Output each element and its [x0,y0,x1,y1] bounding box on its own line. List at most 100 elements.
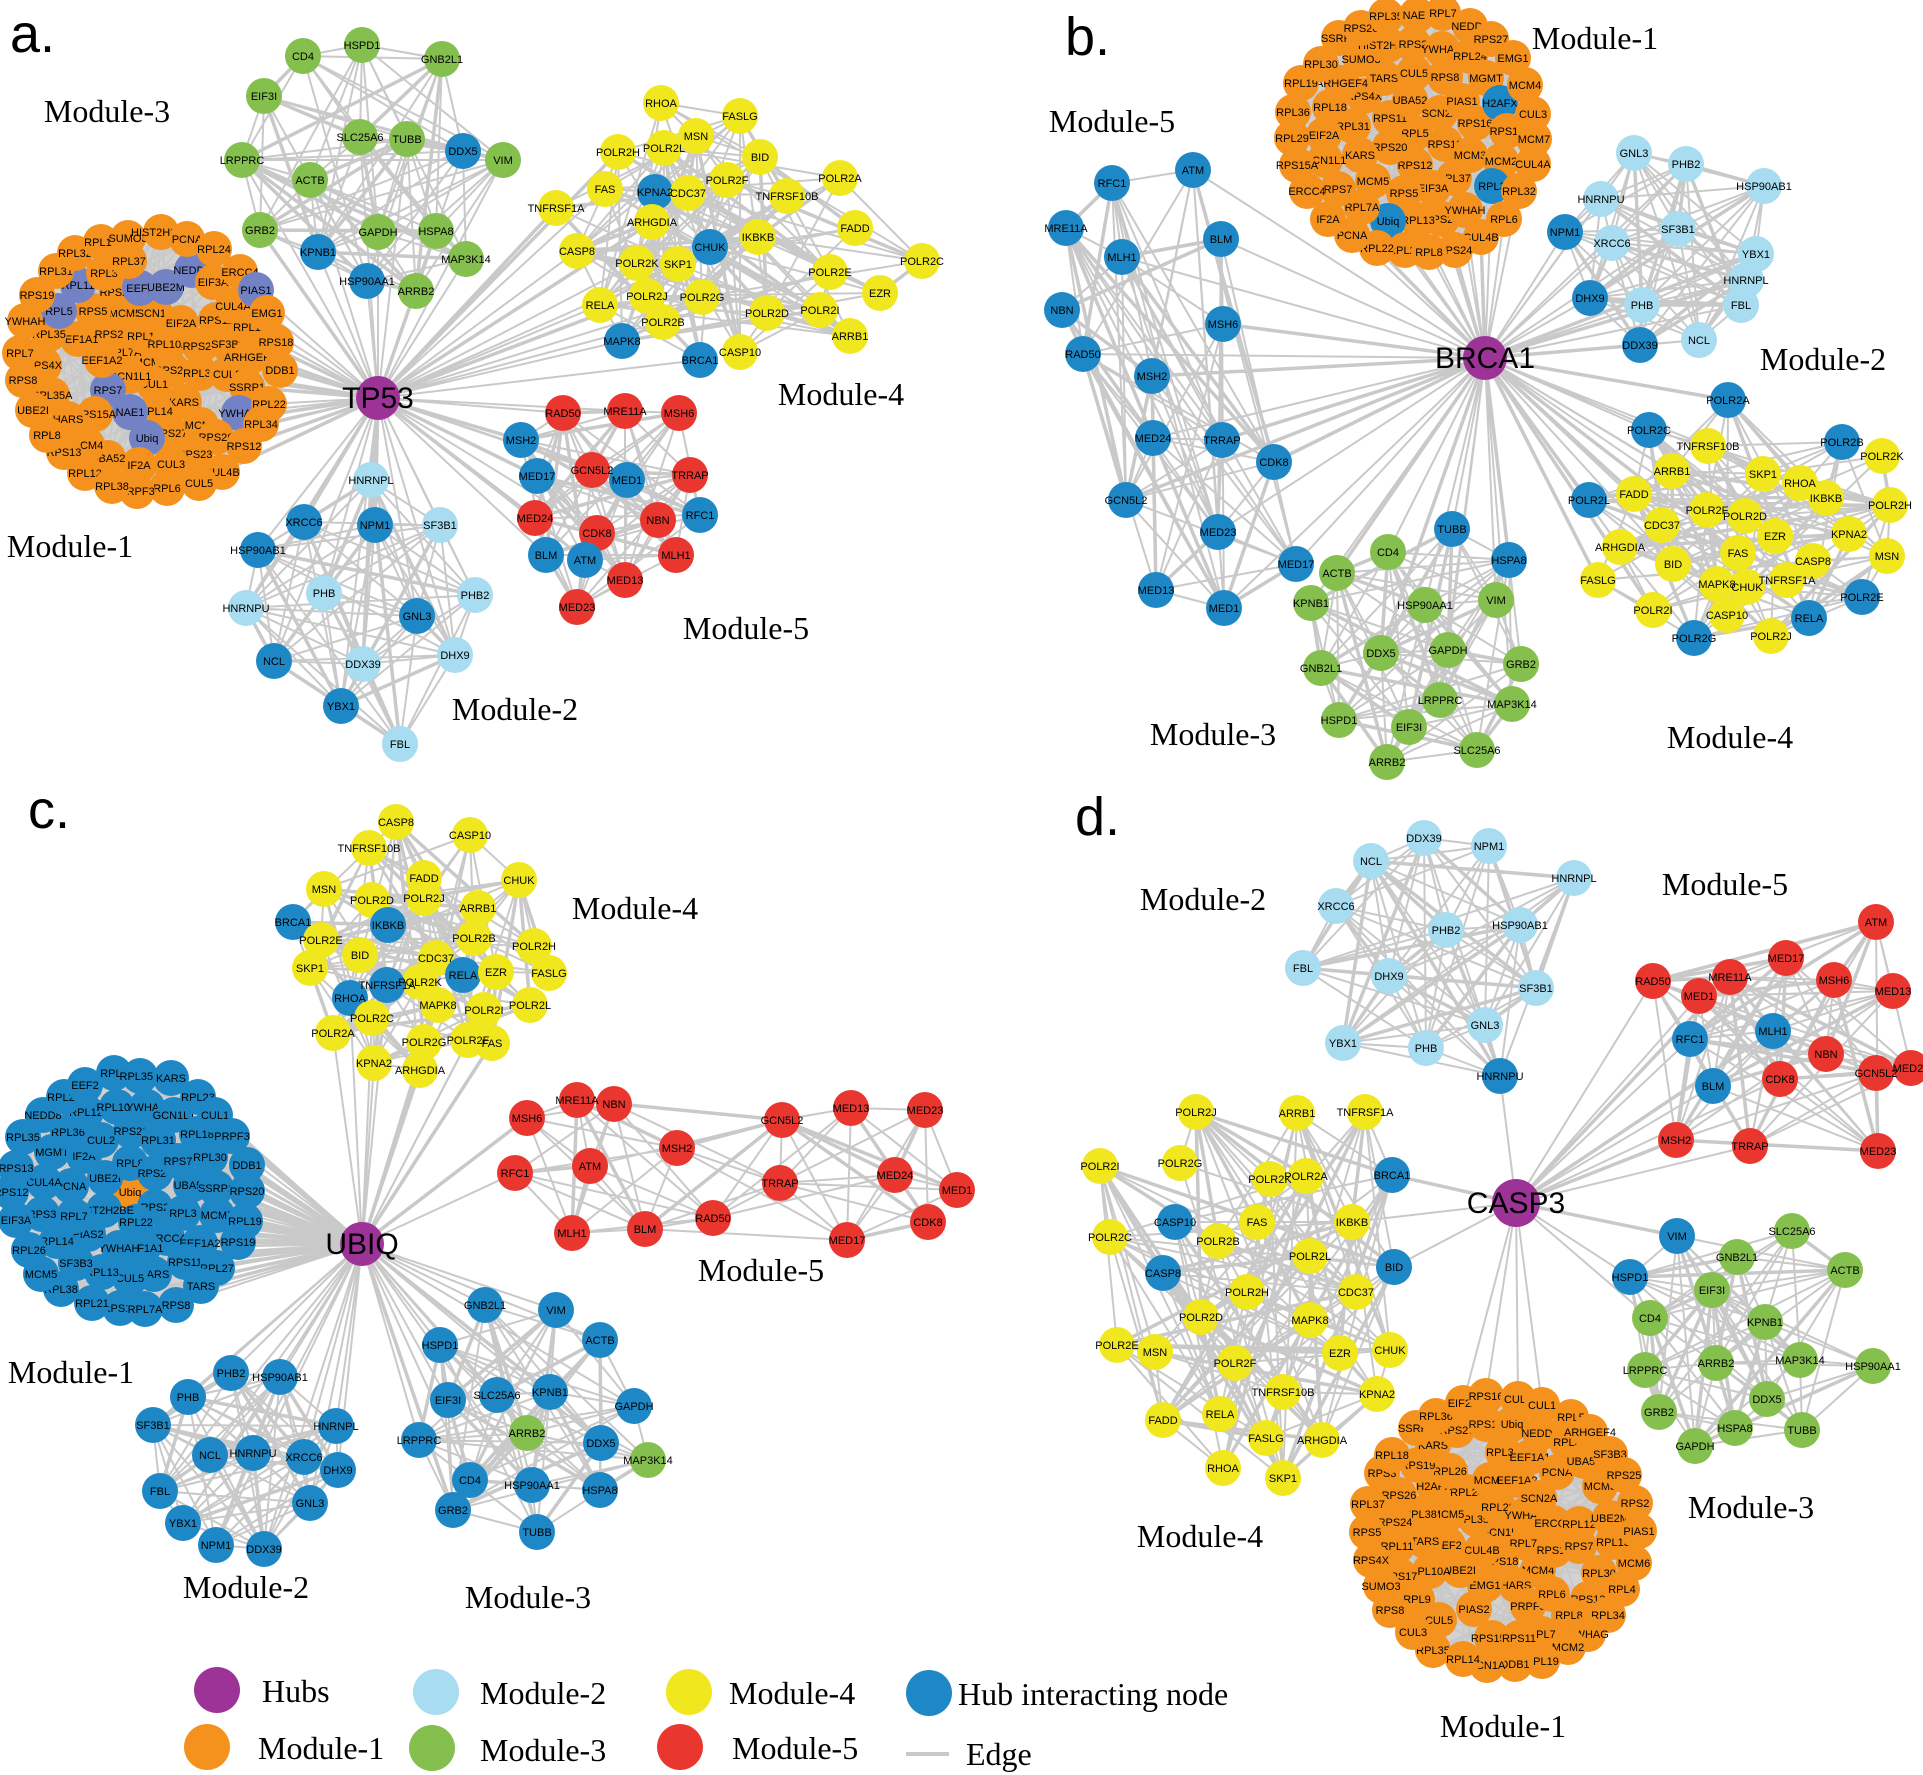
svg-text:NPM1: NPM1 [201,1540,232,1552]
svg-text:SCN2A: SCN2A [1521,1493,1558,1505]
svg-text:HSPD1: HSPD1 [1321,715,1358,727]
svg-text:UBE2I: UBE2I [89,1173,121,1185]
svg-text:MED24: MED24 [517,513,554,525]
svg-text:MSH2: MSH2 [662,1143,693,1155]
svg-text:GNB2L1: GNB2L1 [1300,663,1342,675]
svg-text:SUMO3: SUMO3 [1341,54,1380,66]
svg-text:POLR2I: POLR2I [1080,1161,1119,1173]
svg-text:RPL35: RPL35 [32,329,66,341]
svg-text:POLR2G: POLR2G [402,1037,447,1049]
svg-text:GCN1L1: GCN1L1 [153,1110,196,1122]
svg-text:MAPK8: MAPK8 [1698,579,1735,591]
svg-text:GAPDH: GAPDH [1428,645,1467,657]
svg-text:YWHAH: YWHAH [5,316,46,328]
svg-text:RAD50: RAD50 [545,408,580,420]
svg-text:NPM1: NPM1 [1550,227,1581,239]
svg-text:RPS7: RPS7 [164,1156,193,1168]
svg-text:RPS2: RPS2 [95,329,124,341]
svg-text:HSP90AA1: HSP90AA1 [339,276,395,288]
svg-text:HSP90AB1: HSP90AB1 [252,1372,308,1384]
svg-text:VIM: VIM [493,155,513,167]
svg-text:CUL1: CUL1 [1528,1400,1556,1412]
svg-text:CDC37: CDC37 [1644,520,1680,532]
svg-text:Module-3: Module-3 [1688,1489,1814,1525]
svg-text:Ubiq: Ubiq [136,433,159,445]
svg-text:POLR2G: POLR2G [680,292,725,304]
svg-text:EIF2A: EIF2A [1309,130,1340,142]
svg-text:NEDD8: NEDD8 [1521,1428,1558,1440]
svg-text:BLM: BLM [1702,1081,1725,1093]
svg-text:EZR: EZR [1329,1348,1351,1360]
svg-text:RPL6: RPL6 [1490,214,1518,226]
svg-text:RPL34: RPL34 [244,419,278,431]
svg-text:SKP1: SKP1 [664,259,692,271]
svg-text:a.: a. [10,4,55,64]
svg-text:PHB2: PHB2 [1432,925,1461,937]
svg-text:KPNA2: KPNA2 [356,1058,392,1070]
svg-text:EIF3A: EIF3A [198,277,229,289]
svg-text:SKP1: SKP1 [1269,1473,1297,1485]
svg-text:FBL: FBL [390,739,410,751]
svg-text:RPL14: RPL14 [40,1236,74,1248]
svg-text:POLR2C: POLR2C [1088,1232,1132,1244]
svg-text:TARS: TARS [187,1281,216,1293]
svg-text:Hub interacting node: Hub interacting node [958,1676,1228,1712]
svg-text:RPS8: RPS8 [1376,1605,1405,1617]
svg-text:RPS4X: RPS4X [1353,1555,1390,1567]
svg-text:MSH6: MSH6 [512,1113,543,1125]
svg-text:RPL7A: RPL7A [128,1304,164,1316]
svg-text:HSPA8: HSPA8 [582,1485,617,1497]
svg-text:CDK8: CDK8 [913,1217,942,1229]
svg-text:HNRNPU: HNRNPU [1577,194,1624,206]
svg-text:H2AFX: H2AFX [1482,98,1518,110]
svg-text:RPL13: RPL13 [85,1267,119,1279]
svg-text:CDK8: CDK8 [1765,1074,1794,1086]
svg-text:RPL35: RPL35 [1369,11,1403,23]
svg-text:RPL35A: RPL35A [120,1071,162,1083]
svg-text:GNL3: GNL3 [1471,1020,1500,1032]
svg-text:POLR2C: POLR2C [900,256,944,268]
svg-text:MAP3K14: MAP3K14 [441,254,491,266]
svg-text:NPM1: NPM1 [1474,841,1505,853]
svg-text:FASLG: FASLG [531,968,566,980]
svg-text:CASP10: CASP10 [1154,1217,1196,1229]
svg-text:HNRNPL: HNRNPL [348,475,393,487]
svg-text:GCN5L2: GCN5L2 [1855,1068,1898,1080]
svg-text:POLR2A: POLR2A [311,1028,355,1040]
svg-text:GRB2: GRB2 [1644,1407,1674,1419]
svg-text:PRPF3: PRPF3 [1510,1601,1545,1613]
svg-text:NCL: NCL [199,1450,221,1462]
svg-text:Module-3: Module-3 [1150,716,1276,752]
svg-text:Module-4: Module-4 [1667,719,1793,755]
svg-text:EEF1A1: EEF1A1 [1510,1452,1551,1464]
svg-text:KARS: KARS [156,1073,186,1085]
svg-text:TRRAP: TRRAP [671,470,708,482]
svg-text:RPS26: RPS26 [114,1126,149,1138]
svg-text:POLR2I: POLR2I [1633,605,1672,617]
svg-text:DDB1: DDB1 [232,1160,261,1172]
svg-text:POLR2K: POLR2K [1248,1174,1292,1186]
svg-text:Module-4: Module-4 [778,376,904,412]
svg-text:FASLG: FASLG [1248,1433,1283,1445]
svg-text:POLR2A: POLR2A [1706,395,1750,407]
svg-text:RPS5: RPS5 [1353,1527,1382,1539]
svg-text:RPL35: RPL35 [6,1132,40,1144]
svg-text:POLR2A: POLR2A [1284,1171,1328,1183]
svg-text:TNFRSF1A: TNFRSF1A [359,980,417,992]
svg-text:RPL6: RPL6 [100,1068,128,1080]
svg-text:TUBB: TUBB [522,1527,551,1539]
svg-text:EIF3A: EIF3A [1,1215,32,1227]
svg-text:RPL5: RPL5 [45,306,73,318]
svg-text:RPL30: RPL30 [1304,59,1338,71]
svg-text:NBN: NBN [602,1099,625,1111]
svg-text:RPS5: RPS5 [1390,188,1419,200]
svg-text:BRCA1: BRCA1 [1374,1170,1411,1182]
svg-text:TNFRSF10B: TNFRSF10B [338,843,401,855]
svg-text:MED23: MED23 [559,602,596,614]
svg-text:DDX5: DDX5 [586,1438,615,1450]
svg-text:CASP3: CASP3 [1467,1187,1565,1220]
svg-text:RELA: RELA [1206,1409,1235,1421]
svg-text:MED23: MED23 [1860,1146,1897,1158]
svg-text:EEF1A2: EEF1A2 [82,355,123,367]
svg-text:FADD: FADD [840,223,869,235]
